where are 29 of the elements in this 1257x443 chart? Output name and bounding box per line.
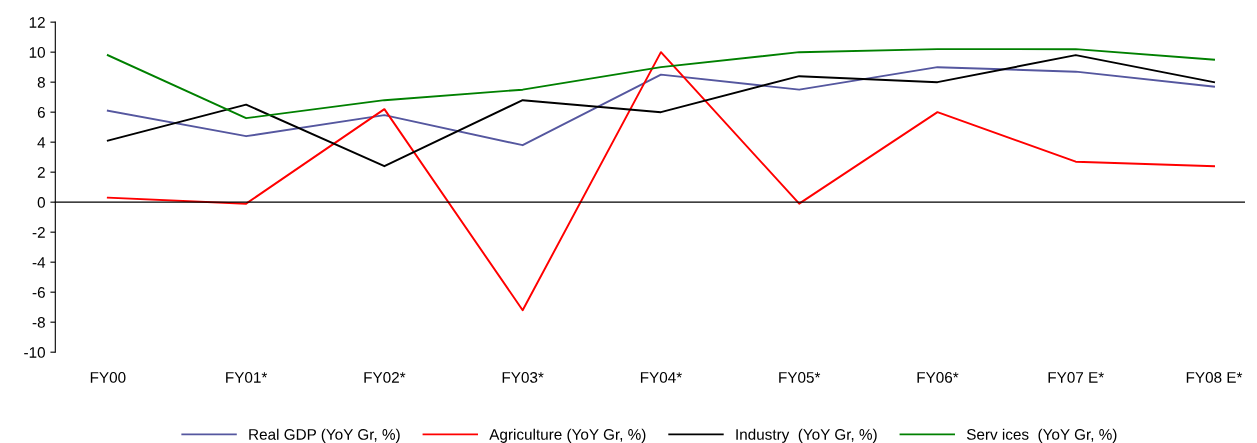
legend-label: Agriculture (YoY Gr, %) [489,428,646,443]
line-series [106,48,1215,120]
legend-label: Serv ices (YoY Gr, %) [966,428,1117,443]
y-tick-label: -8 [32,317,45,328]
y-tick-label: -6 [32,287,45,298]
y-tick-label: 12 [29,17,45,28]
y-tick-label: 8 [37,77,45,88]
x-tick-label: FY04* [640,372,682,383]
line-series [106,66,1215,147]
y-tick-label: -4 [32,257,46,268]
legend-label: Industry (YoY Gr, %) [736,428,877,443]
x-tick-label: FY01* [226,372,268,383]
y-tick-label: 10 [29,47,45,58]
x-tick-label: FY08 E* [1186,372,1243,383]
y-tick-label: 6 [37,107,45,118]
x-tick-label: FY02* [364,372,406,383]
y-tick-label: -10 [24,347,45,358]
line-series [106,54,1215,168]
x-tick-label: FY03* [502,372,544,383]
y-tick-label: 4 [37,137,46,148]
y-tick-label: 0 [37,197,45,208]
legend-label: Real GDP (YoY Gr, %) [249,428,400,443]
y-tick-label: 2 [37,167,45,178]
x-tick-label: FY06* [917,372,959,383]
x-tick-label: FY07 E* [1048,372,1104,383]
y-tick-label: -2 [32,227,45,238]
x-tick-label: FY05* [779,372,821,383]
line-series [106,51,1215,312]
x-tick-label: FY00 [90,372,126,383]
